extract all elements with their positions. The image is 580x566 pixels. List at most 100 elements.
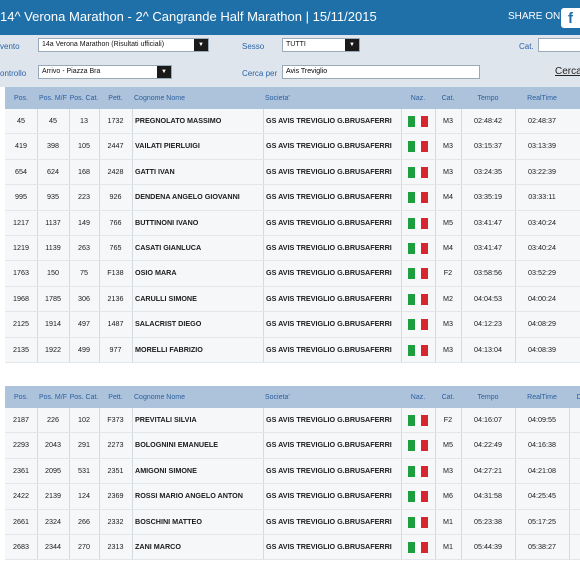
column-divider <box>37 286 38 312</box>
column-divider <box>263 134 264 159</box>
column-divider <box>69 312 70 337</box>
cell-realtime: 03:40:24 <box>528 242 556 252</box>
table-row[interactable]: 45 45 13 1732 PREGNOLATO MASSIMO GS AVIS TREV… <box>5 109 580 135</box>
header-cognome-nome[interactable]: Cognome Nome <box>134 94 185 102</box>
italy-flag-icon <box>408 440 429 452</box>
cell-societa: GS AVIS TREVIGLIO G.BRUSAFERRI <box>266 319 392 329</box>
column-divider <box>37 210 38 235</box>
cell-realtime: 04:08:39 <box>528 344 556 354</box>
header-societa[interactable]: Societa' <box>265 94 290 102</box>
header-societa[interactable]: Societa' <box>265 393 290 401</box>
table-row[interactable]: 1763 150 75 F138 OSIO MARA GS AVIS TREVIGLIO … <box>5 261 580 287</box>
column-divider <box>37 458 38 484</box>
header-naz[interactable]: Naz. <box>410 94 426 102</box>
cell-cognome-nome: PREGNOLATO MASSIMO <box>135 116 222 125</box>
cell-cognome-nome: BUTTINONI IVANO <box>135 217 199 227</box>
header-pos[interactable]: Pos. <box>13 393 28 401</box>
cell-pos-mf: 2043 <box>45 440 61 450</box>
cell-cognome-nome: OSIO MARA <box>135 268 177 278</box>
table-row[interactable]: 1968 1785 306 2136 CARULLI SIMONE GS AVIS TRE… <box>5 286 580 313</box>
cell-pett: 2351 <box>107 465 124 475</box>
column-divider <box>401 312 402 337</box>
table-row[interactable]: 419 398 105 2447 VAILATI PIERLUIGI GS AVIS TR… <box>5 134 580 160</box>
table-row[interactable]: 2661 2324 266 2332 BOSCHINI MATTEO GS AVIS TR… <box>5 509 580 535</box>
cell-societa: GS AVIS TREVIGLIO G.BRUSAFERRI <box>266 440 392 450</box>
cell-pos: 1217 <box>13 217 29 227</box>
cell-pos-mf: 1139 <box>45 242 61 252</box>
column-divider <box>37 484 38 509</box>
cell-realtime: 03:52:29 <box>528 268 556 278</box>
header-naz[interactable]: Naz. <box>410 393 426 401</box>
column-divider <box>99 534 100 560</box>
cell-pos-cat: 168 <box>78 166 90 176</box>
cell-societa: GS AVIS TREVIGLIO G.BRUSAFERRI <box>266 141 392 151</box>
column-divider <box>401 433 402 458</box>
header-tempo[interactable]: Tempo <box>477 94 499 102</box>
cell-pett: F138 <box>107 268 124 278</box>
column-divider <box>132 337 133 362</box>
header-pett[interactable]: Pett. <box>108 393 123 401</box>
header-pos-cat[interactable]: Pos. Cat. <box>69 94 99 102</box>
cell-pos-mf: 45 <box>49 116 57 125</box>
header-realtime[interactable]: RealTime <box>527 94 557 102</box>
column-divider <box>132 286 133 312</box>
table-row[interactable]: 2135 1922 499 977 MORELLI FABRIZIO GS AVIS TR… <box>5 337 580 363</box>
cell-cat: M2 <box>443 293 453 303</box>
evento-select[interactable]: 14a Verona Marathon (Risultati ufficiali… <box>38 38 209 52</box>
table-row[interactable]: 654 624 168 2428 GATTI IVAN GS AVIS TREVIGLIO… <box>5 159 580 186</box>
cerca-per-input[interactable]: Avis Treviglio <box>282 65 480 79</box>
column-divider <box>69 134 70 159</box>
cell-pos: 995 <box>15 192 27 202</box>
column-divider <box>401 261 402 286</box>
cell-pos-mf: 226 <box>47 415 59 424</box>
cell-pos-mf: 2095 <box>45 465 61 475</box>
table-row[interactable]: 2125 1914 497 1487 SALACRIST DIEGO GS AVIS TR… <box>5 312 580 338</box>
table-row[interactable]: 2683 2344 270 2313 ZANI MARCO GS AVIS TREVIGL… <box>5 534 580 561</box>
table-row[interactable]: 2361 2095 531 2351 AMIGONI SIMONE GS AVIS TRE… <box>5 458 580 485</box>
header-cat[interactable]: Cat. <box>441 94 455 102</box>
header-cognome-nome[interactable]: Cognome Nome <box>134 393 185 401</box>
cat-select[interactable] <box>538 38 580 52</box>
column-divider <box>132 109 133 134</box>
cell-pos: 2422 <box>13 491 29 501</box>
sesso-select[interactable]: TUTTI ▼ <box>282 38 360 52</box>
header-pos-mf[interactable]: Pos. M/F <box>38 393 67 401</box>
table-row[interactable]: 1217 1137 149 766 BUTTINONI IVANO GS AVIS TRE… <box>5 210 580 236</box>
table-row[interactable]: 2422 2139 124 2369 ROSSI MARIO ANGELO ANTON G… <box>5 484 580 510</box>
header-tempo[interactable]: Tempo <box>477 393 499 401</box>
cell-pos-mf: 150 <box>47 268 59 278</box>
cell-pos: 2661 <box>13 516 29 526</box>
header-cat[interactable]: Cat. <box>441 393 455 401</box>
column-divider <box>99 134 100 159</box>
column-divider <box>435 261 436 286</box>
column-divider <box>435 458 436 484</box>
cell-realtime: 04:08:29 <box>528 319 556 329</box>
table-row[interactable]: 2187 226 102 F373 PREVITALI SILVIA GS AVIS TR… <box>5 408 580 434</box>
column-divider <box>569 458 570 484</box>
column-divider <box>99 312 100 337</box>
header-pos-mf[interactable]: Pos. M/F <box>38 94 67 102</box>
facebook-share-icon[interactable]: f <box>561 8 580 28</box>
cerca-button[interactable]: Cerca <box>555 66 580 77</box>
cell-pos-cat: 270 <box>78 541 90 551</box>
table-row[interactable]: 995 935 223 926 DENDENA ANGELO GIOVANNI GS AV… <box>5 185 580 211</box>
cell-cat: M5 <box>443 217 453 227</box>
header-realtime[interactable]: RealTime <box>527 393 557 401</box>
header-pett[interactable]: Pett. <box>108 94 123 102</box>
controllo-select[interactable]: Arrivo - Piazza Bra ▼ <box>38 65 172 79</box>
cell-tempo: 04:16:07 <box>474 415 502 424</box>
cell-societa: GS AVIS TREVIGLIO G.BRUSAFERRI <box>266 491 392 501</box>
column-divider <box>37 159 38 185</box>
header-pos[interactable]: Pos. <box>13 94 28 102</box>
column-divider <box>515 337 516 362</box>
column-divider <box>461 286 462 312</box>
header-d[interactable]: D <box>576 393 580 401</box>
column-divider <box>37 134 38 159</box>
column-divider <box>435 337 436 362</box>
cell-cat: F2 <box>443 415 453 424</box>
table-row[interactable]: 2293 2043 291 2273 BOLOGNINI EMANUELE GS AVIS… <box>5 433 580 459</box>
header-pos-cat[interactable]: Pos. Cat. <box>69 393 99 401</box>
table-row[interactable]: 1219 1139 263 765 CASATI GIANLUCA GS AVIS TRE… <box>5 235 580 262</box>
column-divider <box>37 534 38 560</box>
column-divider <box>37 261 38 286</box>
